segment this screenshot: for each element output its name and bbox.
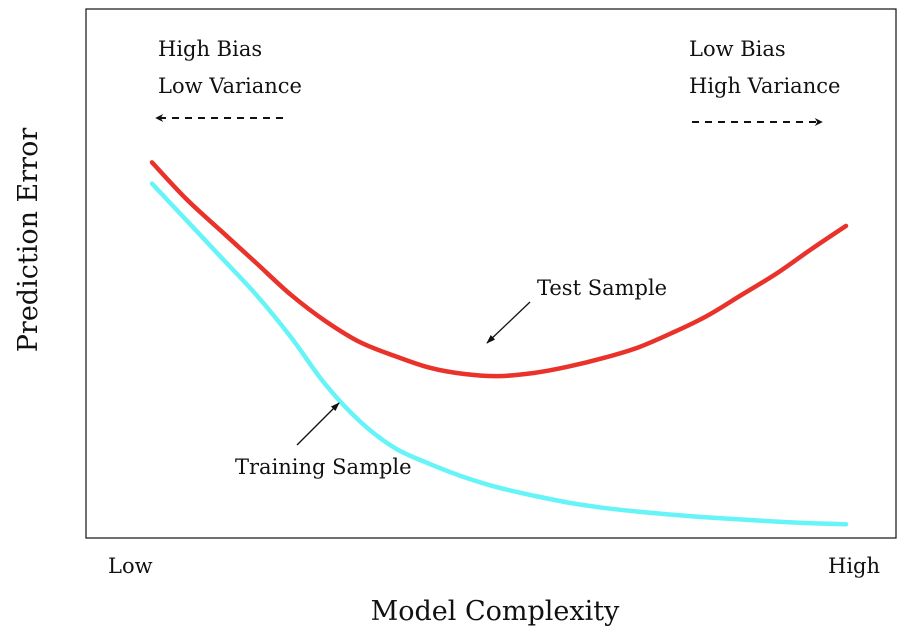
plot-frame xyxy=(85,8,897,539)
annotation-high-bias: High Bias xyxy=(158,37,262,61)
series-line-training-sample xyxy=(149,181,849,527)
x-tick-low: Low xyxy=(108,554,153,578)
label-training-sample: Training Sample xyxy=(235,455,412,479)
annotation-high-variance: High Variance xyxy=(689,74,840,98)
arrow-training-sample xyxy=(296,402,340,446)
series-line-test-sample xyxy=(149,160,849,379)
x-tick-high: High xyxy=(828,554,880,578)
series-layer xyxy=(149,160,849,527)
arrow-test-sample xyxy=(486,301,531,344)
y-axis-title: Prediction Error xyxy=(13,128,44,353)
annotation-low-bias: Low Bias xyxy=(689,37,786,61)
x-axis-title: Model Complexity xyxy=(371,596,621,627)
annotation-low-variance: Low Variance xyxy=(158,74,302,98)
label-test-sample: Test Sample xyxy=(537,276,667,300)
